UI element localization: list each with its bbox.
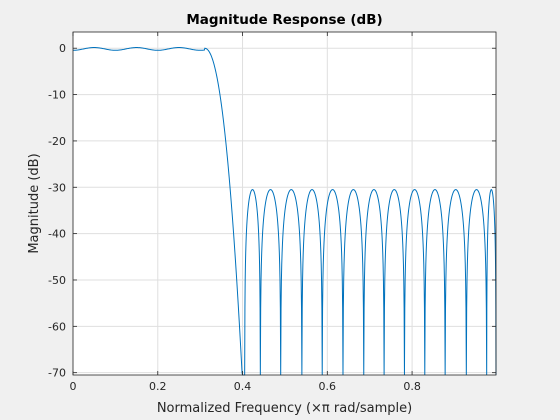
x-tick-label: 0.8 <box>403 380 421 393</box>
y-tick-label: -10 <box>48 89 66 102</box>
x-tick-label: 0 <box>70 380 77 393</box>
curve-layer <box>72 47 497 376</box>
x-axis-label: Normalized Frequency (×π rad/sample) <box>157 401 412 416</box>
x-tick-label: 0.6 <box>319 380 337 393</box>
y-tick-label: -50 <box>48 274 66 287</box>
y-axis-label: Magnitude (dB) <box>27 153 42 253</box>
axes-box <box>72 31 497 376</box>
y-tick-label: -30 <box>48 181 66 194</box>
y-tick-label: -40 <box>48 228 66 241</box>
y-tick-label: -60 <box>48 320 66 333</box>
y-tick-label: 0 <box>59 42 66 55</box>
magnitude-response-line <box>72 47 497 376</box>
x-tick-label: 0.4 <box>234 380 252 393</box>
chart-title: Magnitude Response (dB) <box>186 12 382 28</box>
y-tick-label: -20 <box>48 135 66 148</box>
x-tick-label: 0.2 <box>149 380 167 393</box>
ticks: 0 0.2 0.4 0.6 0.8 0 -10 -20 -30 -40 -50 -60 -70 <box>48 32 496 393</box>
plot-area <box>73 32 496 375</box>
y-tick-label: -70 <box>48 367 66 380</box>
